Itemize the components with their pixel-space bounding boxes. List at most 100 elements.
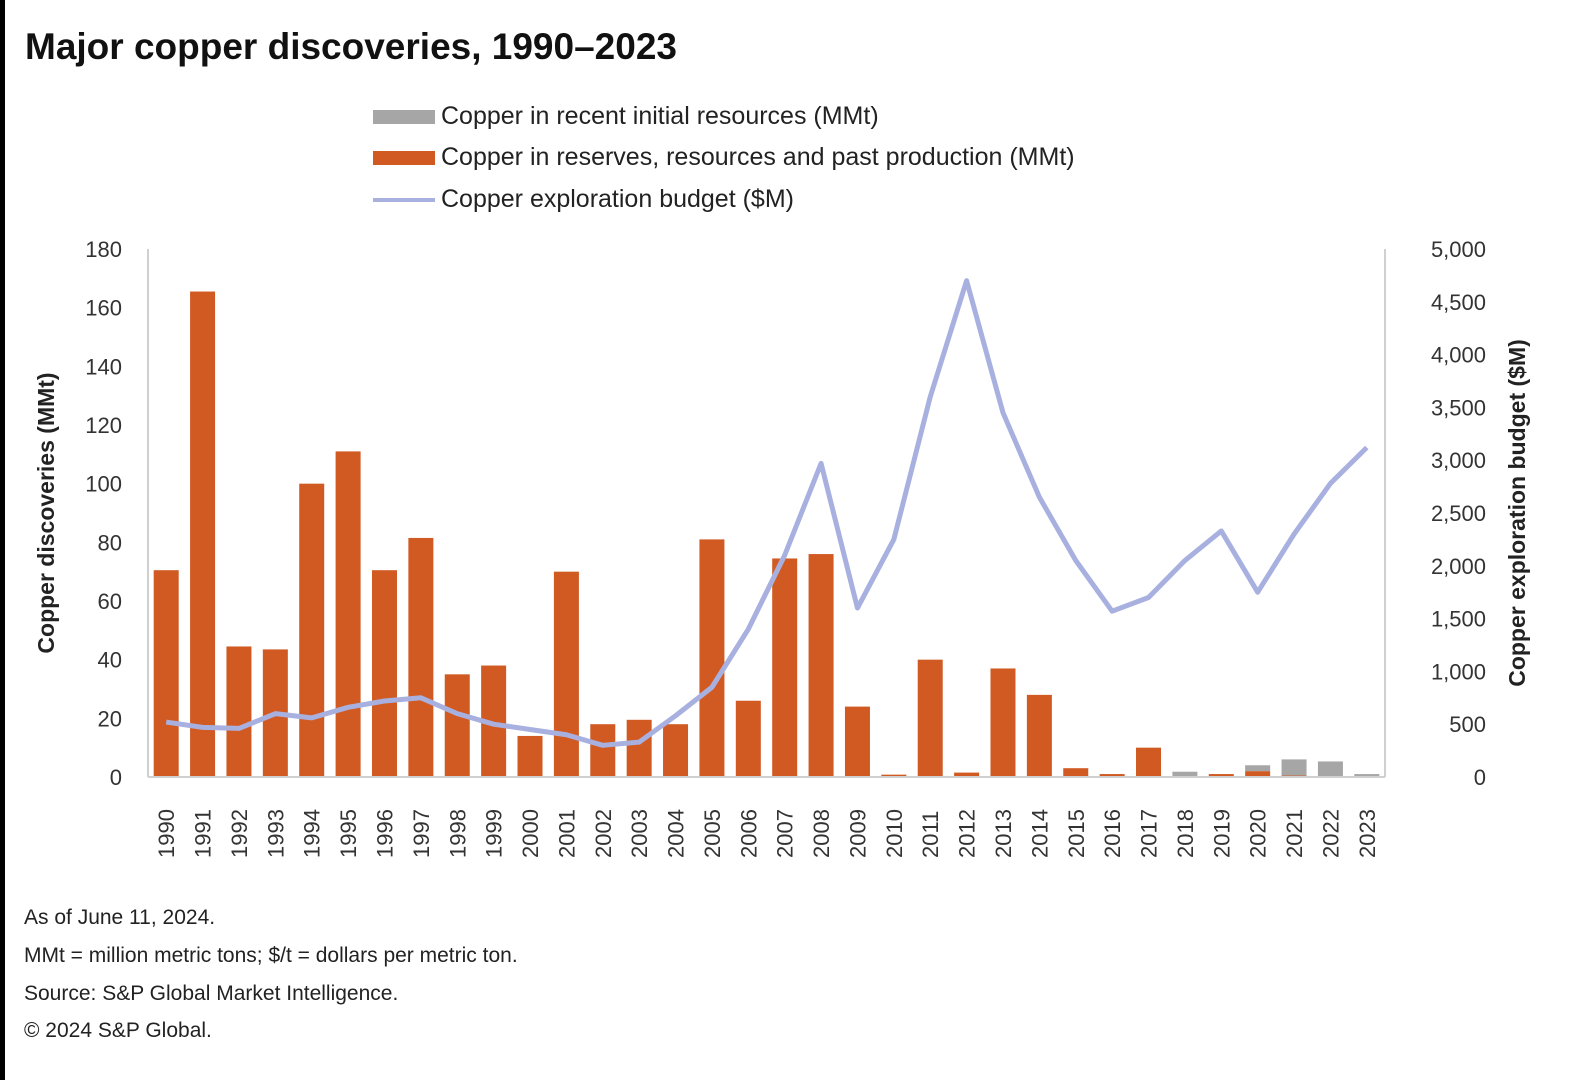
bar-reserves-2013 xyxy=(990,668,1016,777)
note-date: As of June 11, 2024. xyxy=(24,906,216,929)
x-tick-label: 1991 xyxy=(191,809,216,858)
right-tick-label: 2,000 xyxy=(1431,554,1486,579)
chart-title: Major copper discoveries, 1990–2023 xyxy=(25,26,677,67)
right-tick-label: 3,500 xyxy=(1431,395,1486,420)
x-tick-label: 1997 xyxy=(409,809,434,858)
x-tick-label: 2015 xyxy=(1064,809,1089,858)
x-tick-label: 2017 xyxy=(1137,809,1162,858)
bar-reserves-2016 xyxy=(1099,774,1125,777)
x-tick-label: 2006 xyxy=(736,809,761,858)
bar-reserves-2003 xyxy=(626,719,652,777)
x-tick-label: 1994 xyxy=(300,809,325,858)
x-tick-label: 2000 xyxy=(518,809,543,858)
x-tick-label: 2019 xyxy=(1209,809,1234,858)
note-copyright: © 2024 S&P Global. xyxy=(24,1019,212,1042)
note-units: MMt = million metric tons; $/t = dollars… xyxy=(24,944,518,967)
bar-reserves-2002 xyxy=(590,724,616,777)
x-tick-label: 2020 xyxy=(1246,809,1271,858)
right-tick-label: 500 xyxy=(1449,712,1486,737)
left-tick-label: 120 xyxy=(85,413,122,438)
legend-initial-resources: Copper in recent initial resources (MMt) xyxy=(373,102,879,131)
left-axis-title: Copper discoveries (MMt) xyxy=(33,372,59,653)
left-tick-label: 180 xyxy=(85,237,122,262)
bar-reserves-2000 xyxy=(517,735,543,777)
bar-reserves-2014 xyxy=(1026,694,1052,777)
x-tick-label: 2014 xyxy=(1027,809,1052,858)
right-tick-label: 0 xyxy=(1474,765,1486,790)
left-tick-label: 60 xyxy=(98,589,122,614)
note-source: Source: S&P Global Market Intelligence. xyxy=(24,982,399,1005)
right-axis-title: Copper exploration budget ($M) xyxy=(1504,339,1530,687)
x-tick-label: 2016 xyxy=(1100,809,1125,858)
bar-initial-2020 xyxy=(1245,765,1271,772)
bar-reserves-2012 xyxy=(954,772,980,777)
right-tick-label: 3,000 xyxy=(1431,448,1486,473)
bar-reserves-2006 xyxy=(735,700,761,777)
bar-reserves-1994 xyxy=(299,483,325,777)
x-tick-label: 1998 xyxy=(445,809,470,858)
right-tick-label: 5,000 xyxy=(1431,237,1486,262)
x-tick-label: 2002 xyxy=(591,809,616,858)
x-tick-label: 1996 xyxy=(372,809,397,858)
x-tick-label: 1990 xyxy=(154,809,179,858)
x-tick-label: 2007 xyxy=(773,809,798,858)
bar-reserves-2015 xyxy=(1063,768,1089,777)
x-tick-label: 1995 xyxy=(336,809,361,858)
chart-plot: 0 20 40 60 80 100 120 140 160 180 0 500 1,000 1,500 2,… xyxy=(33,237,1530,858)
x-tick-label: 1992 xyxy=(227,809,252,858)
bar-reserves-1990 xyxy=(153,570,179,777)
legend-label: Copper in recent initial resources (MMt) xyxy=(441,102,879,130)
bar-reserves-1995 xyxy=(335,451,361,777)
x-tick-label: 2008 xyxy=(809,809,834,858)
legend-label: Copper in reserves, resources and past p… xyxy=(441,143,1075,171)
x-tick-label: 2012 xyxy=(955,809,980,858)
bar-reserves-2010 xyxy=(881,774,907,777)
bar-reserves-1997 xyxy=(408,537,434,777)
left-tick-label: 20 xyxy=(98,706,122,731)
x-tick-label: 2011 xyxy=(918,811,943,858)
legend-line xyxy=(373,197,435,202)
x-tick-label: 2005 xyxy=(700,809,725,858)
x-tick-label: 2009 xyxy=(845,809,870,858)
bar-initial-2023 xyxy=(1354,774,1380,777)
x-tick-label: 2004 xyxy=(664,809,689,858)
bar-reserves-1998 xyxy=(444,674,470,777)
bar-reserves-1991 xyxy=(190,291,216,777)
x-tick-label: 2001 xyxy=(554,809,579,858)
bar-initial-2018 xyxy=(1172,771,1198,777)
bar-reserves-2007 xyxy=(772,558,798,777)
bar-reserves-2017 xyxy=(1136,747,1162,777)
bar-reserves-2005 xyxy=(699,539,725,777)
right-tick-label: 1,000 xyxy=(1431,659,1486,684)
x-tick-label: 2018 xyxy=(1173,809,1198,858)
legend-reserves: Copper in reserves, resources and past p… xyxy=(373,143,1075,172)
left-edge-bar xyxy=(0,0,5,1080)
x-tick-label: 1993 xyxy=(263,809,288,858)
legend-swatch xyxy=(373,109,435,124)
left-tick-label: 140 xyxy=(85,354,122,379)
x-tick-label: 2010 xyxy=(882,809,907,858)
bar-reserves-2011 xyxy=(917,659,943,777)
bar-reserves-2008 xyxy=(808,554,834,777)
right-tick-label: 1,500 xyxy=(1431,607,1486,632)
bar-reserves-2009 xyxy=(844,706,870,777)
left-tick-label: 100 xyxy=(85,472,122,497)
bar-initial-2022 xyxy=(1317,761,1343,777)
budget-line xyxy=(165,278,1369,748)
bar-reserves-2020 xyxy=(1245,771,1271,777)
x-tick-label: 2021 xyxy=(1282,809,1307,858)
left-tick-label: 160 xyxy=(85,296,122,321)
left-tick-label: 40 xyxy=(98,648,122,673)
x-tick-label: 1999 xyxy=(482,809,507,858)
right-tick-label: 4,500 xyxy=(1431,290,1486,315)
x-tick-label: 2023 xyxy=(1355,809,1380,858)
legend-budget: Copper exploration budget ($M) xyxy=(373,185,794,214)
bar-reserves-2001 xyxy=(553,571,579,777)
bar-initial-2021 xyxy=(1281,759,1307,776)
x-tick-label: 2013 xyxy=(991,809,1016,858)
bar-reserves-1992 xyxy=(226,646,252,777)
right-tick-label: 4,000 xyxy=(1431,343,1486,368)
bar-reserves-1996 xyxy=(371,570,397,777)
x-tick-label: 2003 xyxy=(627,809,652,858)
bar-reserves-2019 xyxy=(1208,774,1234,777)
